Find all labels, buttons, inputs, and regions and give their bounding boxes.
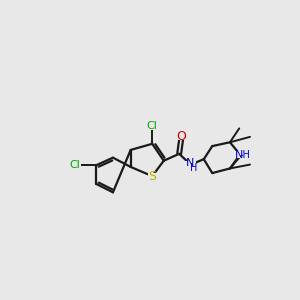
Text: Cl: Cl: [147, 121, 158, 131]
Bar: [147, 123, 158, 130]
Bar: [148, 173, 156, 180]
Bar: [178, 134, 185, 140]
Text: H: H: [190, 163, 197, 173]
Text: N: N: [186, 158, 194, 168]
Bar: [70, 162, 81, 169]
Text: S: S: [148, 169, 156, 183]
Bar: [185, 161, 196, 168]
Bar: [233, 151, 247, 158]
Text: O: O: [176, 130, 186, 143]
Text: N: N: [235, 150, 243, 160]
Text: -H: -H: [240, 150, 251, 160]
Text: Cl: Cl: [70, 160, 81, 170]
